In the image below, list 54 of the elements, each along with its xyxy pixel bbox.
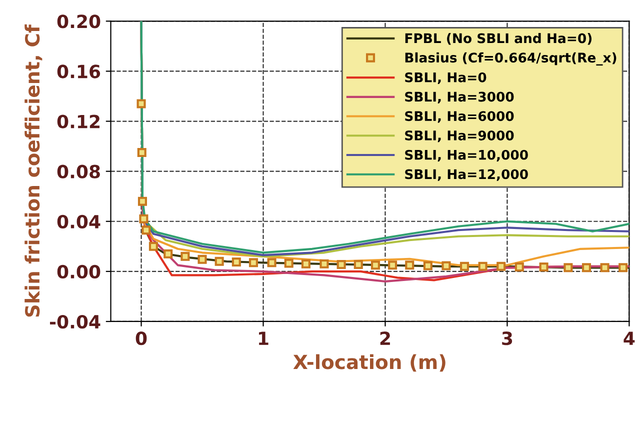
- point: [442, 261, 451, 270]
- point: [405, 260, 414, 270]
- point: [388, 260, 398, 270]
- y-tick-label: 0.08: [57, 164, 100, 178]
- legend-label: SBLI, Ha=10,000: [405, 150, 528, 162]
- y-tick-label: 0.20: [57, 14, 100, 28]
- legend-label: SBLI, Ha=0: [405, 72, 486, 84]
- point: [248, 258, 258, 268]
- point: [423, 261, 432, 270]
- x-axis-title: X-location (m): [293, 354, 446, 372]
- point: [496, 262, 506, 271]
- point: [618, 263, 628, 272]
- point: [142, 226, 151, 235]
- point: [336, 260, 346, 270]
- point: [460, 262, 470, 271]
- point: [284, 258, 294, 268]
- x-tick-label: 0: [136, 332, 147, 346]
- x-tick-label: 4: [624, 332, 635, 345]
- y-axis-title: Skin friction coefficient, Cf: [24, 24, 42, 317]
- point: [180, 252, 190, 261]
- x-tick-label: 2: [380, 332, 390, 345]
- y-tick-label: 0.16: [57, 64, 100, 78]
- legend-label: SBLI, Ha=9000: [405, 130, 514, 142]
- point: [564, 263, 573, 272]
- point: [582, 263, 592, 272]
- point: [514, 262, 524, 272]
- point: [600, 263, 610, 272]
- point: [136, 99, 146, 108]
- legend-label: SBLI, Ha=6000: [405, 111, 514, 123]
- point: [320, 259, 329, 268]
- point: [370, 260, 380, 270]
- y-tick-label: 0.04: [57, 214, 100, 228]
- point: [148, 242, 158, 251]
- legend-label: Blasius (Cf=0.664/sqrt(Re_x): [405, 52, 616, 66]
- legend-label: SBLI, Ha=12,000: [405, 169, 528, 181]
- point: [301, 259, 310, 268]
- y-tick-label: -0.04: [50, 314, 100, 329]
- point: [214, 256, 224, 266]
- x-tick-label: 3: [502, 332, 512, 346]
- point: [478, 262, 488, 271]
- point: [232, 258, 241, 267]
- point: [198, 254, 207, 264]
- y-tick-label: 0.00: [57, 264, 100, 279]
- point: [354, 260, 363, 270]
- legend-label: FPBL (No SBLI and Ha=0): [405, 33, 592, 45]
- point: [137, 148, 146, 158]
- y-tick-label: 0.12: [57, 114, 100, 128]
- point: [539, 262, 548, 272]
- point: [138, 196, 147, 206]
- legend-label: SBLI, Ha=3000: [405, 92, 514, 104]
- point: [139, 214, 148, 224]
- point: [267, 258, 276, 268]
- x-tick-label: 1: [259, 332, 268, 345]
- point: [164, 249, 173, 258]
